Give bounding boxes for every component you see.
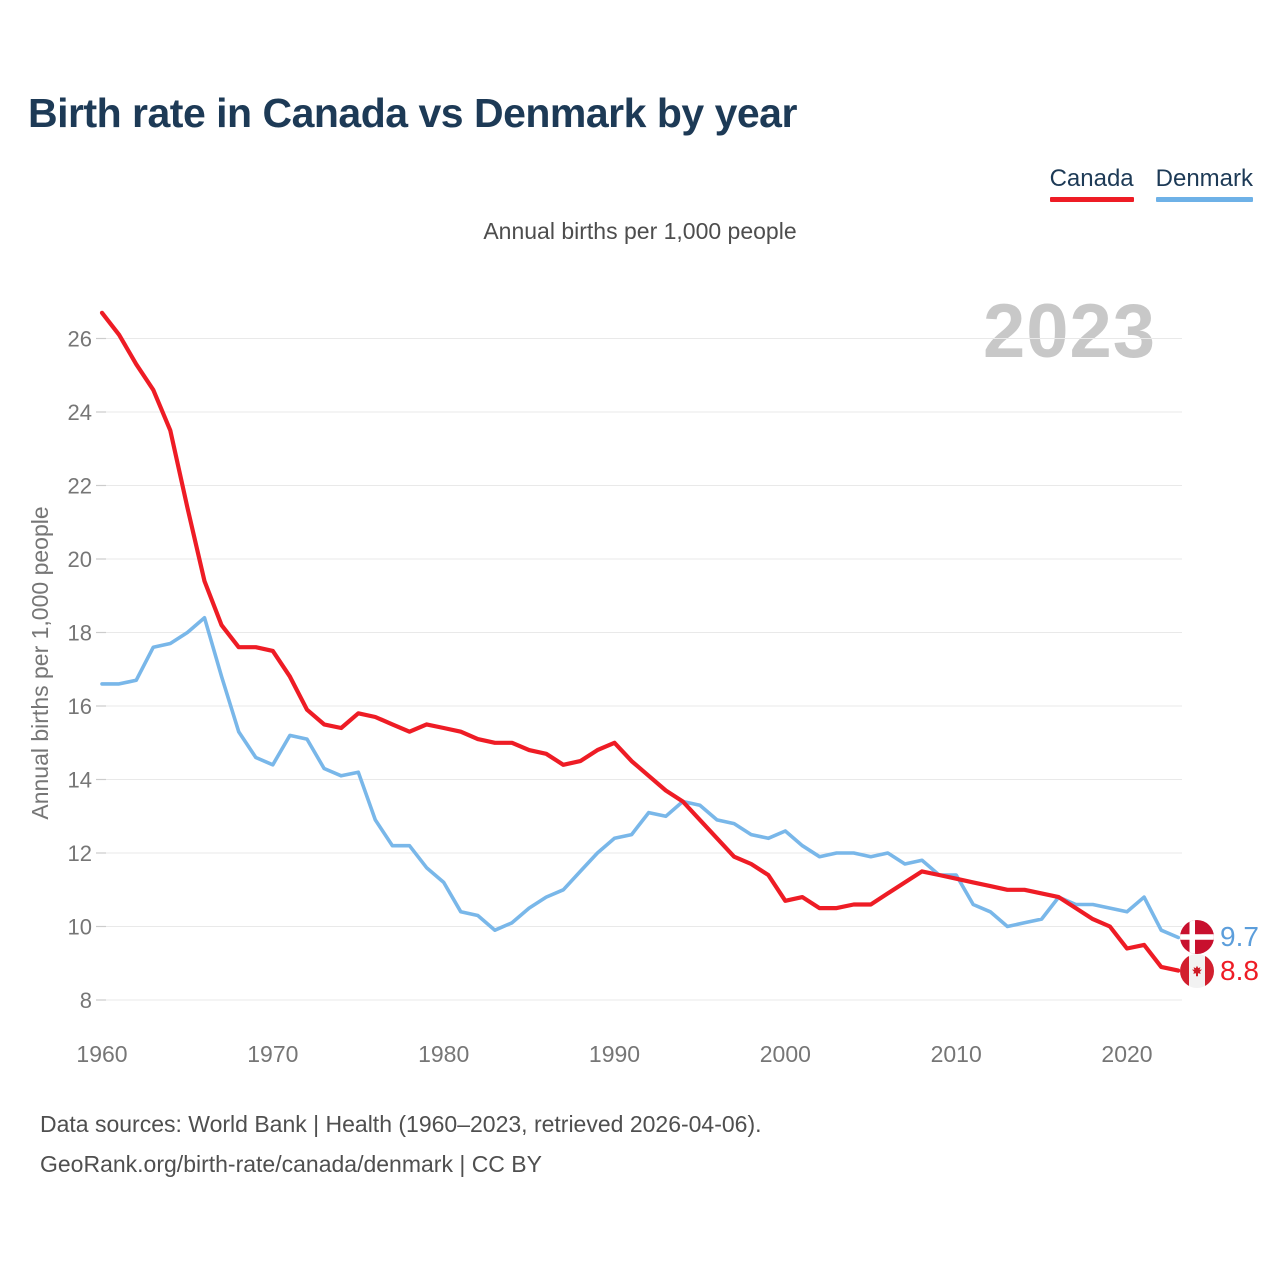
svg-text:24: 24 [68,400,92,425]
svg-text:8: 8 [80,988,92,1013]
legend-label-denmark: Denmark [1155,165,1253,192]
svg-text:10: 10 [68,915,92,940]
svg-text:18: 18 [68,621,92,646]
canada-end-value: 8.8 [1220,955,1259,986]
svg-text:14: 14 [68,768,92,793]
footer-sources: Data sources: World Bank | Health (1960–… [40,1111,762,1137]
legend-swatch-canada [1049,197,1134,202]
svg-text:16: 16 [68,694,92,719]
svg-text:2010: 2010 [931,1041,982,1067]
end-label-denmark: 9.7 [1180,920,1259,954]
svg-text:2000: 2000 [760,1041,811,1067]
legend-label-canada: Canada [1049,165,1134,192]
svg-text:1990: 1990 [589,1041,640,1067]
gridlines [96,337,1182,1001]
svg-text:26: 26 [68,327,92,352]
series-line-denmark [100,615,1181,940]
svg-text:22: 22 [68,474,92,499]
page-title: Birth rate in Canada vs Denmark by year [28,90,797,136]
legend-item-denmark[interactable]: Denmark [1155,165,1253,202]
series-line-canada [99,310,1181,973]
svg-text:2020: 2020 [1101,1041,1152,1067]
canada-flag-icon [1180,954,1214,988]
denmark-end-value: 9.7 [1220,921,1259,952]
x-axis-labels: 1960 1970 1980 1990 2000 2010 2020 [76,1041,1152,1067]
legend-item-canada[interactable]: Canada [1049,165,1134,202]
footer-attribution: GeoRank.org/birth-rate/canada/denmark | … [40,1151,542,1177]
y-axis-labels: 8 10 12 14 16 18 20 22 24 26 [68,327,92,1014]
footer: Data sources: World Bank | Health (1960–… [40,1104,762,1184]
y-axis-title: Annual births per 1,000 people [27,506,53,819]
end-label-canada: 8.8 [1180,954,1259,988]
legend-swatch-denmark [1155,197,1253,202]
svg-text:1980: 1980 [418,1041,469,1067]
legend: Canada Denmark [1049,165,1253,202]
svg-text:1970: 1970 [247,1041,298,1067]
chart-subtitle: Annual births per 1,000 people [483,218,797,244]
svg-text:1960: 1960 [76,1041,127,1067]
year-watermark: 2023 [983,289,1157,374]
svg-text:20: 20 [68,547,92,572]
svg-text:12: 12 [68,841,92,866]
denmark-flag-icon [1180,920,1214,954]
